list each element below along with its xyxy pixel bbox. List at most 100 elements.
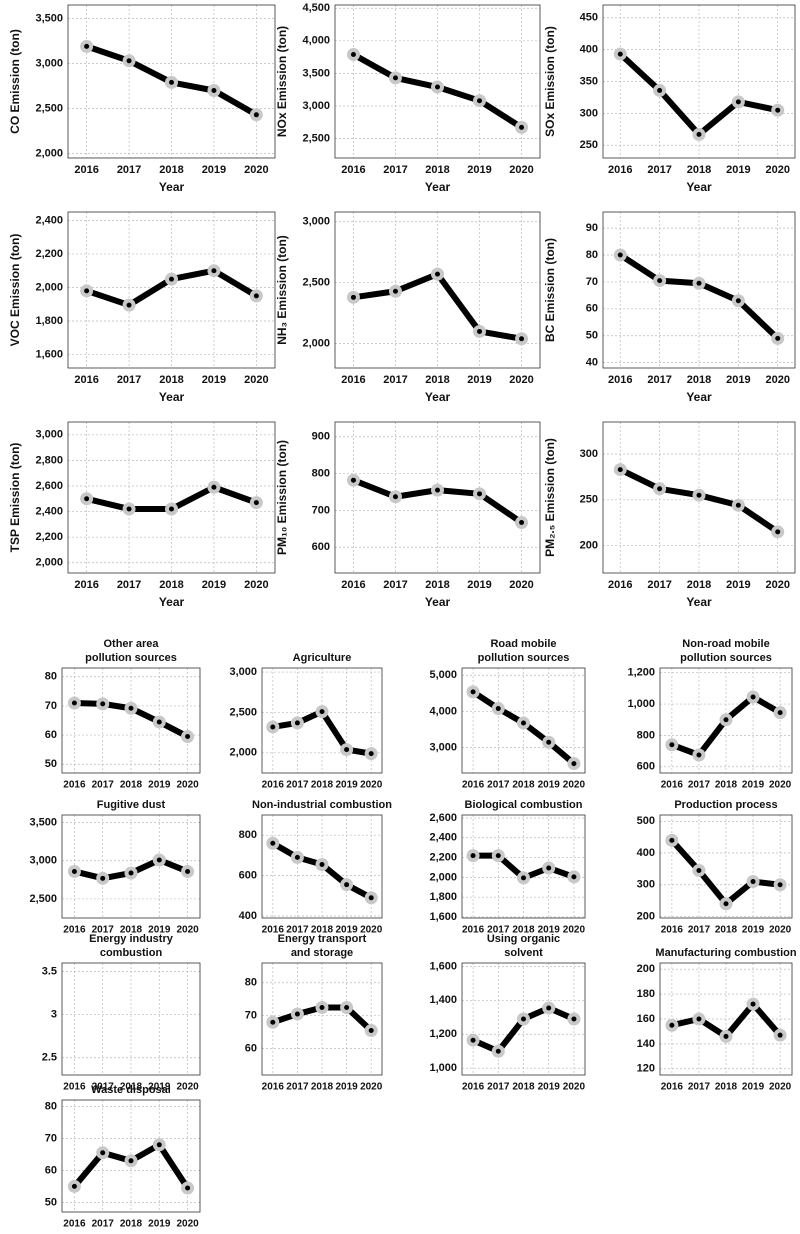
y-tick-label: 1,800 <box>35 315 63 327</box>
x-tick-label: 2016 <box>661 780 684 791</box>
marker <box>124 701 138 715</box>
marker <box>80 39 94 53</box>
marker <box>719 897 733 911</box>
plot-frame <box>261 814 383 919</box>
y-tick-label: 40 <box>586 357 598 369</box>
y-axis-label: NH₃ Emission (ton) <box>275 235 289 345</box>
chart-title: Energy transport <box>278 933 367 945</box>
marker <box>122 54 136 68</box>
x-tick-label: 2016 <box>63 1082 86 1093</box>
y-tick-label: 2.5 <box>42 1052 57 1064</box>
x-tick-label: 2019 <box>467 164 491 176</box>
y-tick-label: 2,400 <box>429 832 457 844</box>
x-tick-label: 2017 <box>92 1219 115 1230</box>
y-tick-label: 50 <box>45 758 57 770</box>
y-tick-label: 2,400 <box>35 505 63 517</box>
chart-title: Fugitive dust <box>97 799 166 811</box>
x-tick-label: 2020 <box>360 1082 383 1093</box>
marker <box>96 871 110 885</box>
marker <box>542 1001 556 1015</box>
y-tick-label: 3,000 <box>35 57 63 69</box>
x-tick-label: 2018 <box>425 164 449 176</box>
x-tick-label: 2020 <box>176 780 199 791</box>
x-tick-label: 2016 <box>661 925 684 936</box>
marker <box>431 483 444 497</box>
y-tick-label: 2,200 <box>35 248 63 260</box>
y-tick-label: 2,000 <box>229 747 257 759</box>
plot-frame <box>334 421 541 574</box>
x-tick-label: 2016 <box>63 1219 86 1230</box>
x-tick-label: 2019 <box>726 374 750 386</box>
marker <box>165 75 178 89</box>
y-tick-label: 1,600 <box>35 348 63 360</box>
marker <box>491 849 505 863</box>
y-axis-label: NOx Emission (ton) <box>275 26 289 137</box>
x-tick-label: 2017 <box>383 374 407 386</box>
chart-title: combustion <box>100 947 163 959</box>
x-tick-label: 2016 <box>462 925 485 936</box>
marker <box>692 1012 706 1026</box>
y-tick-label: 800 <box>637 729 655 741</box>
x-tick-label: 2016 <box>262 780 285 791</box>
y-tick-label: 140 <box>637 1038 655 1050</box>
x-tick-label: 2019 <box>202 164 226 176</box>
marker <box>388 284 402 298</box>
chart-title: Agriculture <box>293 652 352 664</box>
x-tick-label: 2016 <box>341 579 365 591</box>
x-tick-label: 2016 <box>262 925 285 936</box>
plot-frame <box>334 211 541 369</box>
y-tick-label: 3,000 <box>429 742 457 754</box>
x-tick-label: 2020 <box>769 1082 792 1093</box>
x-tick-label: 2018 <box>120 925 143 936</box>
y-tick-label: 2,000 <box>35 147 63 159</box>
y-tick-label: 70 <box>245 1010 257 1022</box>
marker <box>249 289 263 303</box>
marker <box>692 276 706 290</box>
chart-title: Biological combustion <box>465 799 583 811</box>
marker <box>692 748 706 762</box>
x-tick-label: 2018 <box>120 780 143 791</box>
marker <box>771 525 785 539</box>
x-tick-label: 2018 <box>687 374 711 386</box>
x-tick-label: 2016 <box>63 780 86 791</box>
x-tick-label: 2016 <box>341 164 365 176</box>
x-tick-label: 2016 <box>608 164 632 176</box>
plot-frame <box>61 1099 201 1213</box>
y-tick-label: 800 <box>239 829 257 841</box>
marker <box>165 502 178 516</box>
marker <box>731 498 745 512</box>
marker <box>665 833 679 847</box>
marker <box>466 685 480 699</box>
y-tick-label: 200 <box>637 963 655 975</box>
chart-title: Other area <box>103 638 159 650</box>
y-tick-label: 60 <box>245 1043 257 1055</box>
y-tick-label: 2,500 <box>302 132 330 144</box>
x-tick-label: 2019 <box>148 780 171 791</box>
x-tick-label: 2017 <box>286 1082 309 1093</box>
y-tick-label: 70 <box>45 700 57 712</box>
x-tick-label: 2017 <box>117 579 141 591</box>
x-tick-label: 2019 <box>742 780 765 791</box>
y-tick-label: 400 <box>239 910 257 922</box>
y-tick-label: 4,000 <box>429 705 457 717</box>
plot-frame <box>61 667 201 774</box>
marker <box>517 716 530 730</box>
marker <box>364 747 378 761</box>
x-tick-label: 2018 <box>425 579 449 591</box>
x-tick-label: 2020 <box>509 164 533 176</box>
x-tick-label: 2019 <box>538 1082 561 1093</box>
marker <box>67 696 81 710</box>
marker <box>542 861 556 875</box>
y-tick-label: 1,400 <box>429 994 457 1006</box>
marker <box>473 324 487 338</box>
y-tick-label: 2,800 <box>35 454 63 466</box>
y-tick-label: 2,500 <box>302 277 330 289</box>
marker <box>181 864 195 878</box>
x-tick-label: 2016 <box>462 780 485 791</box>
marker <box>80 284 94 298</box>
marker <box>515 332 529 346</box>
x-axis-label: Year <box>159 390 185 404</box>
marker <box>567 870 581 884</box>
x-tick-label: 2018 <box>687 579 711 591</box>
y-axis-label: SOx Emission (ton) <box>543 26 557 137</box>
